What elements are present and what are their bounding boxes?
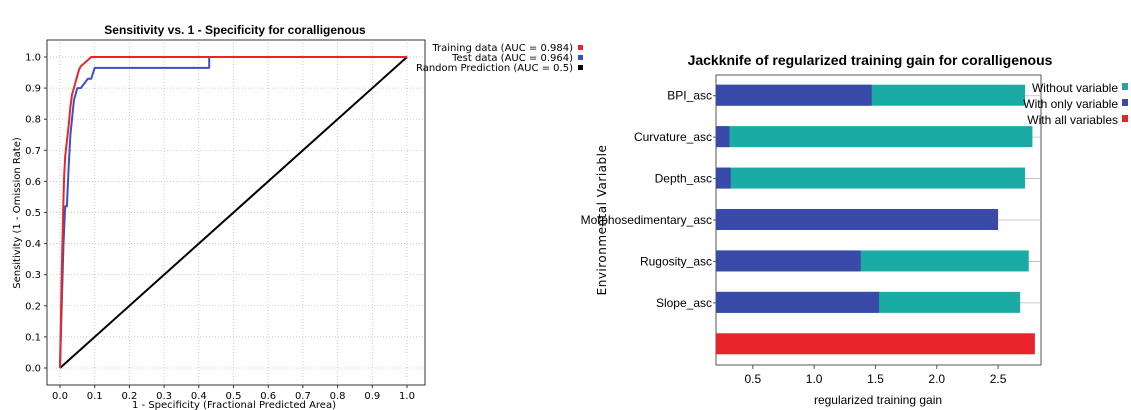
jackknife-category-label: Slope_asc bbox=[656, 296, 712, 310]
jackknife-legend-swatch bbox=[1122, 99, 1128, 106]
jackknife-legend-swatch bbox=[1122, 83, 1128, 90]
roc-x-tick-label: 0.7 bbox=[295, 391, 311, 402]
roc-x-tick-label: 1.0 bbox=[399, 391, 415, 402]
roc-chart: Sensitivity vs. 1 - Specificity for cora… bbox=[12, 23, 583, 410]
jackknife-category-label: BPI_asc bbox=[667, 89, 712, 103]
roc-y-tick-label: 0.1 bbox=[25, 332, 41, 343]
roc-legend-swatch bbox=[578, 65, 583, 70]
roc-x-tick-label: 0.3 bbox=[156, 391, 172, 402]
jackknife-x-ticks: 0.5 1.0 1.5 2.0 2.5 bbox=[744, 365, 1007, 386]
roc-x-tick-label: 0.8 bbox=[330, 391, 346, 402]
roc-y-tick-label: 0.7 bbox=[25, 146, 41, 157]
jackknife-x-tick-label: 2.5 bbox=[990, 372, 1007, 386]
roc-legend: Training data (AUC = 0.984)Test data (AU… bbox=[416, 43, 583, 74]
roc-x-tick-label: 0.6 bbox=[260, 391, 276, 402]
roc-x-ticks: 0.0 0.1 0.2 0.3 0.4 0.5 0.6 0.7 0.8 0.9 1.0 bbox=[52, 385, 415, 402]
roc-y-tick-label: 0.0 bbox=[25, 364, 41, 375]
roc-series-line-test bbox=[59, 56, 407, 369]
roc-legend-label: Random Prediction (AUC = 0.5) bbox=[416, 63, 573, 74]
jackknife-bar-with-only-variable bbox=[716, 84, 872, 106]
roc-legend-swatch bbox=[578, 55, 583, 60]
roc-grid bbox=[47, 40, 425, 385]
jackknife-x-tick-label: 0.5 bbox=[744, 372, 761, 386]
jackknife-x-tick-label: 1.0 bbox=[806, 372, 823, 386]
roc-y-tick-label: 0.5 bbox=[25, 208, 41, 219]
jackknife-x-axis-label: regularized training gain bbox=[814, 393, 942, 407]
roc-series-line-training bbox=[59, 56, 407, 369]
jackknife-category-label: Rugosity_asc bbox=[640, 254, 712, 268]
jackknife-x-tick-label: 1.5 bbox=[867, 372, 884, 386]
roc-title: Sensitivity vs. 1 - Specificity for cora… bbox=[104, 23, 366, 37]
jackknife-legend-label: Without variable bbox=[1032, 81, 1118, 95]
roc-x-tick-label: 0.1 bbox=[87, 391, 103, 402]
jackknife-x-tick-label: 2.0 bbox=[928, 372, 945, 386]
jackknife-legend-swatch bbox=[1122, 115, 1128, 122]
jackknife-bars bbox=[716, 84, 1035, 355]
jackknife-category-labels: BPI_asc Curvature_asc Depth_asc Morphosedim… bbox=[581, 89, 716, 310]
roc-x-tick-label: 0.4 bbox=[191, 391, 207, 402]
roc-x-tick-label: 0.9 bbox=[364, 391, 380, 402]
roc-y-tick-label: 0.8 bbox=[25, 115, 41, 126]
jackknife-legend: Without variable With only variable With a… bbox=[1023, 81, 1128, 127]
jackknife-category-label: Depth_asc bbox=[655, 172, 712, 186]
jackknife-legend-label: With only variable bbox=[1023, 97, 1118, 111]
roc-y-axis-label: Sensitivity (1 - Omission Rate) bbox=[12, 137, 23, 289]
jackknife-bar-without-variable bbox=[716, 126, 1033, 148]
roc-x-axis-label: 1 - Specificity (Fractional Predicted Ar… bbox=[132, 400, 336, 410]
roc-y-tick-label: 1.0 bbox=[25, 53, 41, 64]
roc-y-tick-label: 0.2 bbox=[25, 301, 41, 312]
jackknife-bar-with-only-variable bbox=[716, 250, 861, 272]
jackknife-bar-with-only-variable bbox=[716, 126, 730, 148]
roc-y-tick-label: 0.3 bbox=[25, 270, 41, 281]
roc-series-line-random bbox=[59, 56, 408, 369]
roc-x-tick-label: 0.2 bbox=[121, 391, 137, 402]
jackknife-bar-with-only-variable bbox=[716, 209, 999, 230]
jackknife-title: Jackknife of regularized training gain f… bbox=[688, 52, 1053, 68]
jackknife-bar-with-all-variables bbox=[716, 333, 1035, 355]
jackknife-category-label: Morphosedimentary_asc bbox=[581, 213, 712, 227]
roc-legend-swatch bbox=[578, 45, 583, 50]
roc-y-ticks: 0.0 0.1 0.2 0.3 0.4 0.5 0.6 0.7 0.8 0.9 1.0 bbox=[25, 53, 47, 375]
jackknife-bar-with-only-variable bbox=[716, 291, 880, 313]
jackknife-bar-without-variable bbox=[716, 167, 1026, 189]
jackknife-bar-with-only-variable bbox=[716, 167, 731, 189]
jackknife-legend-label: With all variables bbox=[1027, 113, 1118, 127]
jackknife-y-axis-label: Environmental Variable bbox=[595, 145, 609, 296]
roc-y-tick-label: 0.6 bbox=[25, 177, 41, 188]
roc-x-tick-label: 0.5 bbox=[226, 391, 242, 402]
roc-legend-label: Training data (AUC = 0.984) bbox=[431, 43, 573, 54]
jackknife-category-label: Curvature_asc bbox=[634, 130, 712, 144]
roc-x-tick-label: 0.0 bbox=[52, 391, 68, 402]
roc-lines bbox=[59, 56, 408, 369]
roc-y-tick-label: 0.9 bbox=[25, 84, 41, 95]
roc-legend-label: Test data (AUC = 0.964) bbox=[451, 53, 573, 64]
jackknife-chart: Jackknife of regularized training gain f… bbox=[581, 52, 1128, 407]
roc-y-tick-label: 0.4 bbox=[25, 239, 41, 250]
